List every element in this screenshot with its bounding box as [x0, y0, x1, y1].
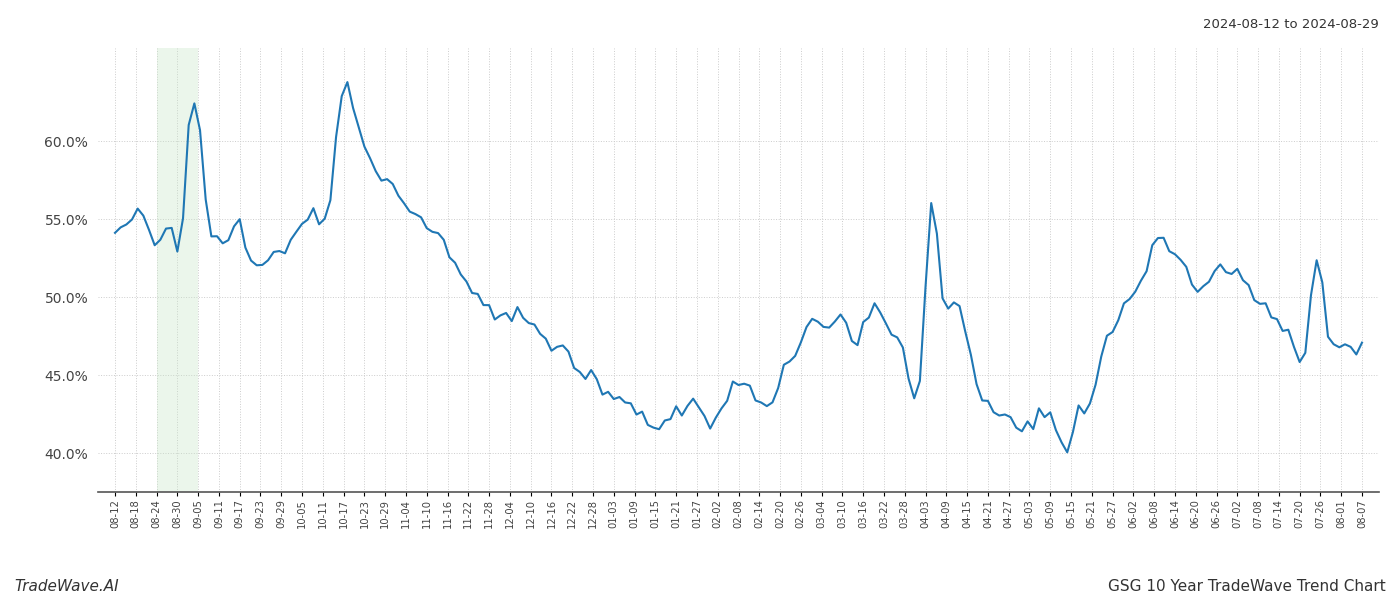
Text: GSG 10 Year TradeWave Trend Chart: GSG 10 Year TradeWave Trend Chart [1109, 579, 1386, 594]
Text: TradeWave.AI: TradeWave.AI [14, 579, 119, 594]
Text: 2024-08-12 to 2024-08-29: 2024-08-12 to 2024-08-29 [1203, 18, 1379, 31]
Bar [157, 48, 199, 492]
